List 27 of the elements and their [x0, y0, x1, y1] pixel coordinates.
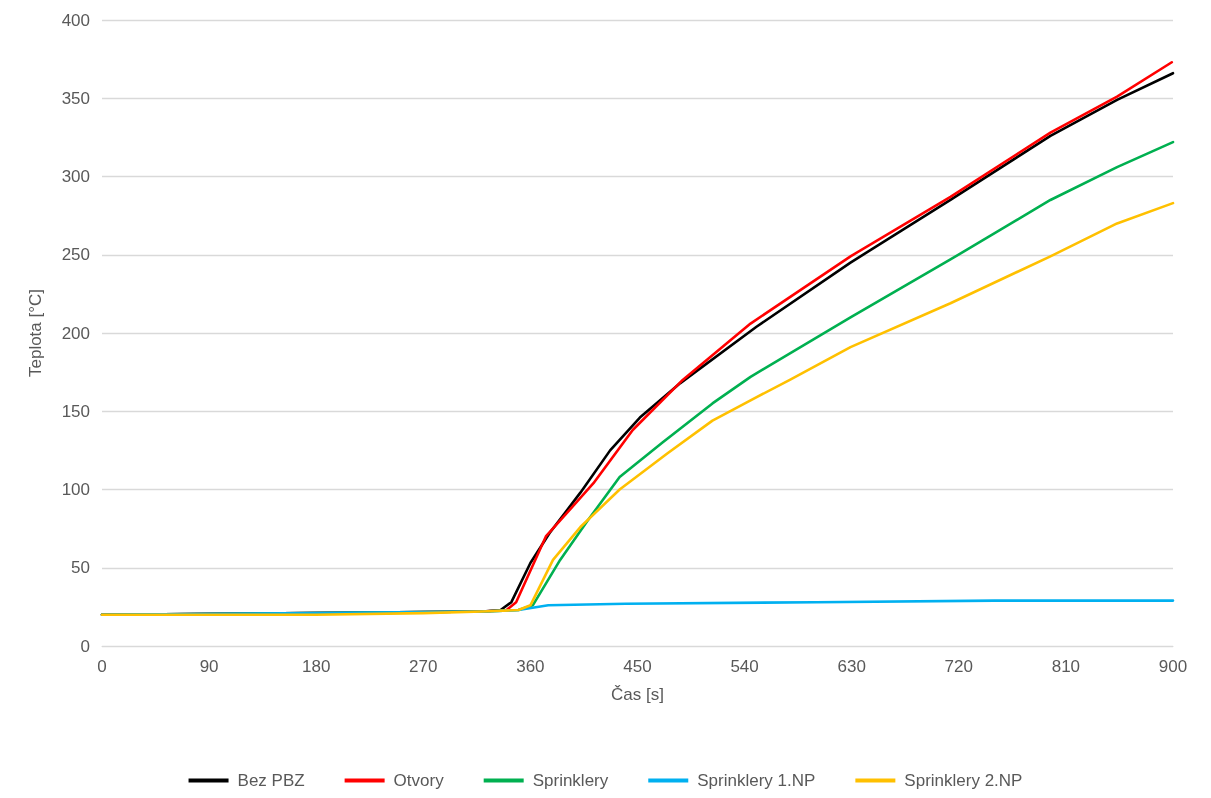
- x-tick-label: 450: [623, 657, 652, 676]
- x-tick-label: 0: [97, 657, 107, 676]
- legend-label: Sprinklery 2.NP: [904, 771, 1023, 790]
- y-tick-label: 200: [61, 323, 90, 343]
- legend-label: Sprinklery 1.NP: [697, 771, 816, 790]
- x-tick-label: 630: [837, 657, 866, 676]
- y-tick-label: 0: [80, 636, 90, 656]
- x-tick-label: 810: [1051, 657, 1081, 676]
- y-axis-title: Teplota [°C]: [26, 288, 45, 378]
- y-tick-label: 400: [61, 10, 90, 30]
- y-tick-label: 250: [61, 245, 90, 265]
- legend-label: Bez PBZ: [237, 771, 305, 790]
- legend-label: Otvory: [393, 771, 445, 790]
- x-tick-label: 180: [302, 657, 331, 676]
- x-tick-label: 900: [1158, 657, 1188, 676]
- x-axis-title: Čas [s]: [611, 685, 664, 704]
- x-tick-label: 90: [199, 657, 219, 676]
- y-tick-label: 350: [61, 88, 90, 108]
- x-tick-label: 270: [409, 657, 438, 676]
- y-tick-label: 300: [61, 167, 90, 186]
- x-tick-label: 720: [944, 657, 973, 676]
- y-tick-label: 100: [61, 480, 90, 499]
- x-tick-label: 360: [516, 657, 545, 676]
- legend-label: Sprinklery: [532, 771, 609, 790]
- x-tick-label: 540: [730, 657, 759, 676]
- y-tick-label: 50: [71, 558, 90, 578]
- y-tick-label: 150: [61, 401, 90, 421]
